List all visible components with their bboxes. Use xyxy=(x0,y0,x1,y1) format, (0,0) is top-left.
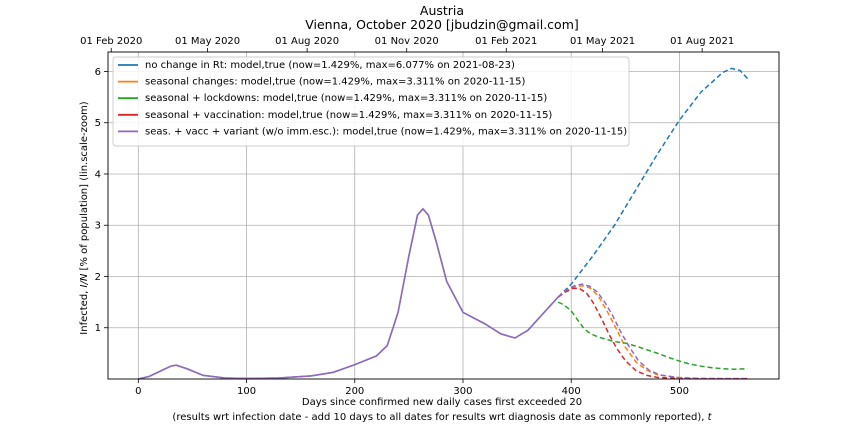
legend-entry: seasonal changes: model,true (now=1.429%… xyxy=(145,77,525,88)
y-axis-label-var: I/N xyxy=(79,273,90,287)
x-tick-label: 300 xyxy=(453,386,472,397)
chart-title: Austria xyxy=(420,3,464,18)
series-line xyxy=(557,283,748,380)
x-tick-label: 200 xyxy=(345,386,364,397)
x-tick-label: 400 xyxy=(562,386,581,397)
y-axis-label: Infected, I/N [% of population] (lin.sca… xyxy=(79,101,90,335)
legend-entry: seas. + vacc + variant (w/o imm.esc.): m… xyxy=(145,126,627,137)
series-line-history-overlay xyxy=(138,207,559,380)
series-line xyxy=(557,284,748,380)
series-line xyxy=(557,301,748,371)
series-line-projection xyxy=(557,67,749,298)
y-tick-label: 2 xyxy=(95,272,101,283)
top-x-tick-label: 01 Feb 2020 xyxy=(80,36,142,47)
y-axis-label-prefix: Infected, xyxy=(79,287,90,334)
x-tick-label: 500 xyxy=(670,386,689,397)
y-tick-label: 3 xyxy=(95,221,101,232)
y-tick-label: 5 xyxy=(95,118,101,129)
x-axis-label-note-var: t xyxy=(708,412,713,423)
y-tick-label: 4 xyxy=(95,169,101,180)
plot-frame xyxy=(107,51,780,380)
chart-subtitle: Vienna, October 2020 [jbudzin@gmail.com] xyxy=(305,17,579,32)
y-tick-label: 6 xyxy=(95,67,101,78)
legend-entry: seasonal + vaccination: model,true (now=… xyxy=(145,110,552,121)
top-x-tick-label: 01 Aug 2020 xyxy=(275,36,339,47)
x-tick-label: 100 xyxy=(237,386,256,397)
ticks-layer: 0 100 200 300 400 500 1 2 3 4 5 6 01 Feb 2020 01 May … xyxy=(80,36,734,397)
legend-box xyxy=(112,56,630,147)
y-axis-label-suffix: [% of population] (lin.scale-zoom) xyxy=(79,101,90,273)
top-x-tick-label: 01 Feb 2021 xyxy=(475,36,537,47)
x-axis-label: Days since confirmed new daily cases fir… xyxy=(302,397,582,408)
series-line xyxy=(557,287,748,380)
y-tick-label: 1 xyxy=(95,323,101,334)
legend-entry: no change in Rt: model,true (now=1.429%,… xyxy=(145,60,515,71)
top-x-tick-label: 01 Nov 2020 xyxy=(375,36,439,47)
x-axis-label-note: (results wrt infection date - add 10 day… xyxy=(172,412,712,423)
top-x-tick-label: 01 May 2020 xyxy=(175,36,240,47)
x-axis-label-note-text: (results wrt infection date - add 10 day… xyxy=(172,412,707,423)
legend: no change in Rt: model,true (now=1.429%,… xyxy=(112,56,630,147)
legend-entry: seasonal + lockdowns: model,true (now=1.… xyxy=(145,93,547,104)
top-x-tick-label: 01 Aug 2021 xyxy=(670,36,734,47)
x-tick-label: 0 xyxy=(135,386,141,397)
series-line-history xyxy=(138,207,559,380)
top-x-tick-label: 01 May 2021 xyxy=(570,36,635,47)
